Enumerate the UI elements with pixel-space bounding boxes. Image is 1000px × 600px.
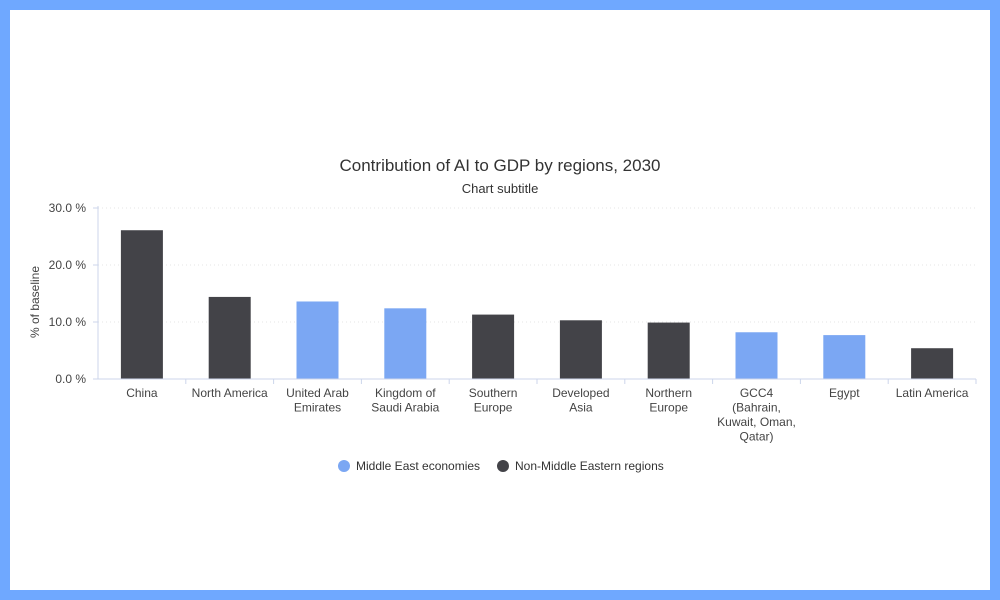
legend-label: Non-Middle Eastern regions [515,459,664,473]
bars [120,230,954,379]
legend-marker [338,460,350,472]
bar-north-america[interactable] [208,296,251,379]
y-tick-label: 30.0 % [49,201,87,215]
y-tick-label: 20.0 % [49,258,87,272]
x-axis-labels: China North America United Arab Emirates Kin… [126,379,977,444]
x-tick-label: GCC4 (Bahrain, Kuwait, Oman, Qatar) [717,386,796,444]
legend-item-non-middle-east[interactable]: Non-Middle Eastern regions [497,459,664,473]
legend[interactable]: Middle East economies Non-Middle Eastern … [338,459,664,473]
legend-marker [497,460,509,472]
chart-container: Contribution of AI to GDP by regions, 20… [10,10,990,590]
bar-china[interactable] [120,230,163,379]
bar-chart: Contribution of AI to GDP by regions, 20… [28,156,977,473]
chart-title: Contribution of AI to GDP by regions, 20… [340,156,661,175]
x-tick-label: United Arab Emirates [286,386,349,415]
x-tick-label: Northern Europe [645,386,692,415]
bar-united-arab-emirates[interactable] [296,301,339,379]
x-tick-label: Southern Europe [469,386,518,415]
bar-egypt[interactable] [823,335,866,379]
chart-subtitle: Chart subtitle [462,181,539,196]
y-axis-ticks: 0.0 % 10.0 % 20.0 % 30.0 % [49,201,99,386]
bar-latin-america[interactable] [911,348,954,379]
bar-northern-europe[interactable] [647,322,690,379]
bar-southern-europe[interactable] [472,314,515,379]
x-tick-label: North America [192,386,268,400]
y-tick-label: 0.0 % [55,372,86,386]
y-axis-label: % of baseline [28,266,42,338]
bar-developed-asia[interactable] [559,320,602,379]
bar-kingdom-of-saudi-arabia[interactable] [384,308,427,379]
x-tick-label: Kingdom of Saudi Arabia [371,386,439,415]
legend-label: Middle East economies [356,459,480,473]
x-tick-label: Developed Asia [552,386,609,415]
legend-item-middle-east[interactable]: Middle East economies [338,459,480,473]
y-tick-label: 10.0 % [49,315,87,329]
bar-gcc4-bahrain-kuwait-oman-qatar[interactable] [735,332,778,379]
x-tick-label: Latin America [896,386,969,400]
x-tick-label: Egypt [829,386,860,400]
x-tick-label: China [126,386,158,400]
